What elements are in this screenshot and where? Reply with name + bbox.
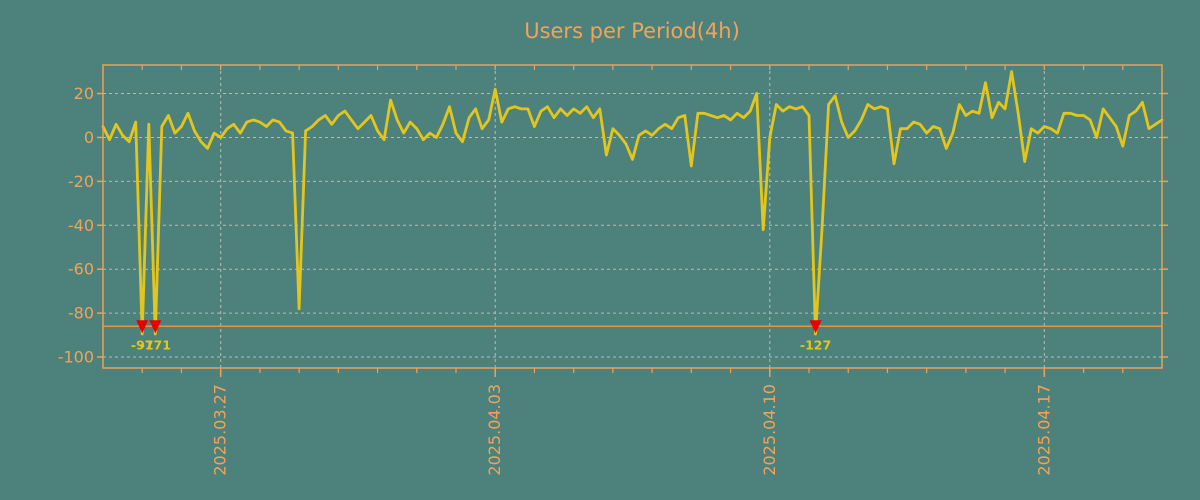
- y-tick-label: -100: [58, 348, 94, 367]
- series-layer: [101, 70, 1164, 336]
- grid-layer: [103, 65, 1162, 368]
- min-marker-icon: [136, 320, 149, 334]
- x-date-label: 2025.03.27: [211, 384, 230, 476]
- y-tick-label: 0: [84, 128, 94, 147]
- users-series-line: [101, 70, 1164, 336]
- chart-title: Users per Period(4h): [524, 19, 740, 43]
- min-marker-icon: [809, 320, 822, 334]
- frame-layer: [97, 64, 1168, 377]
- y-tick-label: -60: [68, 260, 94, 279]
- min-marker-icon: [149, 320, 162, 334]
- marker-value-label: -127: [800, 337, 831, 352]
- x-date-label: 2025.04.17: [1034, 384, 1053, 476]
- x-date-label: 2025.04.03: [485, 384, 504, 476]
- marker-layer: -97-171 -127: [131, 320, 831, 352]
- axis-label-layer: 20 0 -20 -40 -60 -80 -100 2025.03.27 2025.04.03 2…: [58, 84, 1054, 476]
- x-date-label: 2025.04.10: [760, 384, 779, 476]
- marker-value-label: -97: [131, 337, 154, 352]
- y-tick-label: -40: [68, 216, 94, 235]
- marker-value-label: -171: [140, 337, 171, 352]
- y-tick-label: -80: [68, 304, 94, 323]
- plot-frame: [102, 64, 1163, 369]
- y-tick-label: 20: [74, 84, 94, 103]
- y-tick-label: -20: [68, 172, 94, 191]
